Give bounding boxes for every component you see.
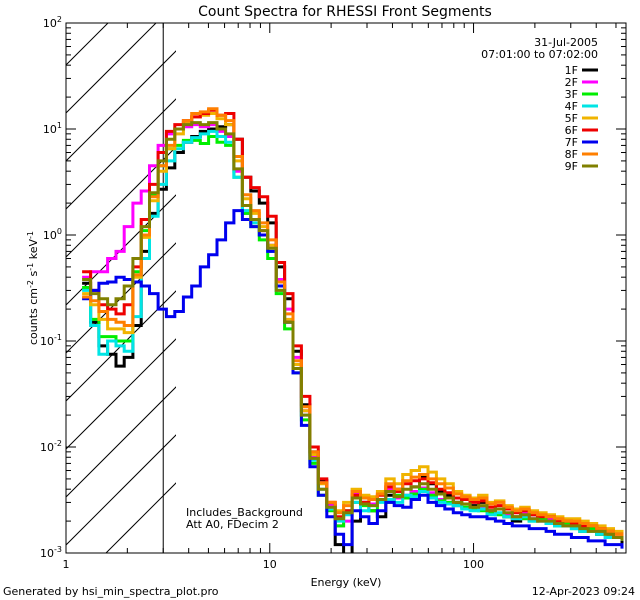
- legend-label-3F: 3F: [565, 88, 578, 101]
- x-axis-label: Energy (keV): [311, 576, 382, 589]
- plot-frame: [65, 22, 627, 554]
- y-tick-label: 102: [43, 15, 62, 30]
- hatch-line: [66, 290, 176, 402]
- x-tick-label: 100: [463, 558, 484, 571]
- hatch-line: [66, 434, 176, 546]
- y-tick-label: 10-3: [40, 545, 62, 560]
- hatch-line: [105, 482, 176, 553]
- legend-label-8F: 8F: [565, 148, 578, 161]
- y-tick-label: 10-1: [40, 333, 62, 348]
- hatch-line: [66, 386, 176, 498]
- time-range-label: 07:01:00 to 07:02:00: [481, 48, 598, 61]
- y-axis-label: counts cm-2 s-1 keV-1: [26, 231, 40, 345]
- legend-label-2F: 2F: [565, 76, 578, 89]
- annotation-background: Includes_Background: [186, 506, 303, 519]
- series-9F: [82, 121, 624, 541]
- legend-label-6F: 6F: [565, 124, 578, 137]
- hatch-line: [66, 98, 176, 210]
- hatch-line: [66, 146, 176, 258]
- x-tick-label: 10: [263, 558, 277, 571]
- annotation-attenuator: Att A0, FDecim 2: [186, 518, 279, 531]
- hatched-region: [66, 23, 176, 553]
- date-label: 31-Jul-2005: [534, 36, 598, 49]
- chart-title: Count Spectra for RHESSI Front Segments: [198, 4, 492, 20]
- legend-label-9F: 9F: [565, 160, 578, 173]
- legend-label-1F: 1F: [565, 64, 578, 77]
- y-tick-label: 101: [43, 121, 62, 136]
- hatch-line: [66, 23, 157, 114]
- legend-label-7F: 7F: [565, 136, 578, 149]
- footer-timestamp: 12-Apr-2023 09:24: [532, 585, 635, 598]
- hatch-line: [66, 338, 176, 450]
- legend-label-5F: 5F: [565, 112, 578, 125]
- hatch-line: [66, 50, 176, 162]
- legend-label-4F: 4F: [565, 100, 578, 113]
- y-tick-label: 10-2: [40, 439, 62, 454]
- footer-generated-by: Generated by hsi_min_spectra_plot.pro: [3, 585, 219, 598]
- x-tick-label: 1: [63, 558, 70, 571]
- y-tick-label: 100: [43, 227, 62, 242]
- series-7F: [82, 209, 624, 549]
